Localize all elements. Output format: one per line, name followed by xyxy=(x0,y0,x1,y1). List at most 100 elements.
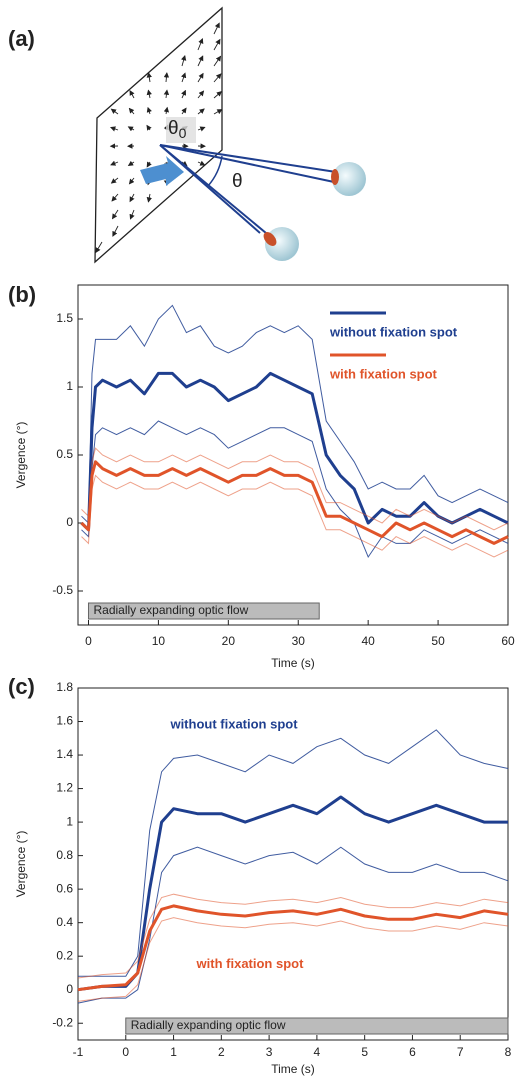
pupil xyxy=(263,232,277,246)
band-line xyxy=(81,447,509,531)
flow-arrow xyxy=(197,38,204,51)
flow-arrow xyxy=(197,72,204,83)
flow-arrow xyxy=(112,225,119,237)
flow-arrow xyxy=(128,177,135,185)
flow-arrow xyxy=(197,108,205,115)
x-tick-label: 0 xyxy=(122,1045,129,1059)
angle-arc xyxy=(207,155,223,187)
legend-label: with fixation spot xyxy=(329,366,438,381)
band-line xyxy=(78,729,509,977)
stimulus-label: Radially expanding optic flow xyxy=(93,603,248,617)
series-label: with fixation spot xyxy=(196,956,305,971)
flow-arrow xyxy=(213,109,223,115)
flow-arrow xyxy=(181,160,188,167)
chart-panel: (c) -0.2 0 0.2 0.4 0.6 0.8 1 1.2 1.4 1.6 1.8 -1 0 1 2 3 4… xyxy=(8,674,512,1076)
chart-panel: (b) -0.5 0 0.5 1 1.5 0 10 20 30 40 50 60 Time (s) Verg… xyxy=(8,282,515,670)
flow-arrow xyxy=(127,160,135,167)
flow-arrow xyxy=(181,107,187,115)
y-tick-label: 0.4 xyxy=(56,915,73,929)
y-tick-label: 1.5 xyxy=(56,311,73,325)
x-tick-label: 20 xyxy=(222,634,236,648)
panel-label: (b) xyxy=(8,282,36,307)
y-tick-label: -0.5 xyxy=(52,583,73,597)
theta0-subscript: 0 xyxy=(179,125,187,141)
y-axis-title: Vergence (°) xyxy=(14,831,28,898)
x-tick-label: 60 xyxy=(501,634,515,648)
theta-label: θ xyxy=(232,171,243,192)
band-line xyxy=(81,304,509,525)
x-tick-label: 1 xyxy=(170,1045,177,1059)
panel-label: (c) xyxy=(8,674,35,699)
flow-arrow xyxy=(146,89,152,99)
flow-arrow xyxy=(111,193,119,202)
mean-line xyxy=(80,460,509,545)
x-axis-title: Time (s) xyxy=(271,1062,315,1076)
x-tick-label: 2 xyxy=(218,1045,225,1059)
flow-arrow xyxy=(110,108,119,115)
x-tick-label: -1 xyxy=(73,1045,84,1059)
flow-arrow xyxy=(213,73,222,83)
mean-line xyxy=(80,371,509,532)
y-tick-label: 1.6 xyxy=(56,714,73,728)
diagram-panel: (a) θ0 θ xyxy=(8,6,366,264)
legend-label: without fixation spot xyxy=(329,324,458,339)
flow-arrow xyxy=(129,193,135,203)
theta0: θ xyxy=(168,118,179,139)
flow-arrow xyxy=(181,72,187,83)
flow-arrow xyxy=(129,89,135,99)
flow-arrow xyxy=(181,54,187,67)
flow-arrow xyxy=(146,124,152,131)
x-tick-label: 5 xyxy=(361,1045,368,1059)
sight-line xyxy=(159,144,261,234)
flow-arrow xyxy=(146,193,152,203)
x-tick-label: 6 xyxy=(409,1045,416,1059)
flow-arrow xyxy=(213,91,223,99)
panel-label: (a) xyxy=(8,26,35,51)
y-tick-label: 1 xyxy=(66,379,73,393)
y-tick-label: 0.8 xyxy=(56,848,73,862)
x-tick-label: 4 xyxy=(314,1045,321,1059)
x-tick-label: 8 xyxy=(505,1045,512,1059)
flow-arrow xyxy=(129,209,135,220)
sight-line xyxy=(159,144,335,183)
x-tick-label: 0 xyxy=(85,634,92,648)
flow-arrow xyxy=(128,107,135,115)
label-bg xyxy=(166,117,196,143)
y-tick-label: 0 xyxy=(66,515,73,529)
flow-arrow xyxy=(213,38,221,51)
flow-arrow xyxy=(163,106,170,115)
flow-arrow xyxy=(95,241,103,254)
band-line xyxy=(77,917,509,1002)
flow-arrow xyxy=(181,89,186,99)
flow-arrow xyxy=(197,126,206,132)
flow-arrow xyxy=(110,126,119,132)
motion-arrow xyxy=(140,156,184,186)
stimulus-bar xyxy=(87,602,320,620)
theta0-label: θ0 xyxy=(168,118,187,141)
series-label: without fixation spot xyxy=(169,716,298,731)
y-tick-label: 0.6 xyxy=(56,881,73,895)
y-tick-label: 0.5 xyxy=(56,447,73,461)
flow-arrow xyxy=(163,89,170,99)
y-tick-label: 1.2 xyxy=(56,781,73,795)
y-tick-label: 0.2 xyxy=(56,948,73,962)
x-tick-label: 10 xyxy=(152,634,166,648)
x-axis-title: Time (s) xyxy=(271,656,315,670)
band-line xyxy=(77,893,509,979)
eye xyxy=(332,162,366,196)
mean-line xyxy=(77,904,509,992)
stimulus-label: Radially expanding optic flow xyxy=(131,1018,286,1032)
x-tick-label: 3 xyxy=(266,1045,273,1059)
x-tick-label: 50 xyxy=(431,634,445,648)
x-tick-label: 30 xyxy=(292,634,306,648)
flow-arrow xyxy=(110,160,119,166)
y-tick-label: 1.4 xyxy=(56,747,73,761)
flow-arrow xyxy=(146,106,152,115)
plot-frame xyxy=(77,687,509,1041)
y-tick-label: 1.8 xyxy=(56,680,73,694)
flow-arrow xyxy=(146,72,152,83)
mean-line xyxy=(77,795,508,992)
band-line xyxy=(77,846,509,1004)
band-line xyxy=(81,474,509,558)
